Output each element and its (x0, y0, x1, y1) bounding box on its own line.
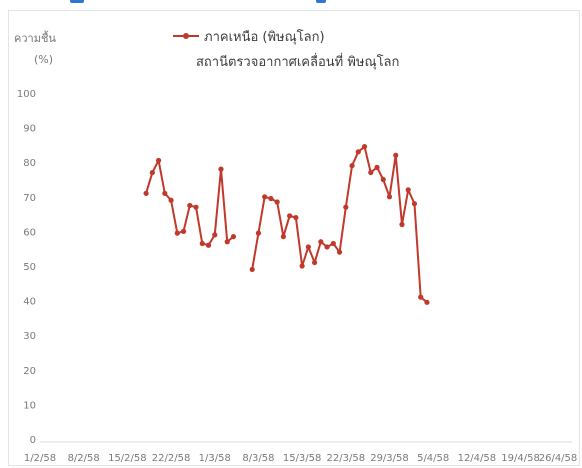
top-strip-fragment-right (316, 0, 326, 3)
data-point (393, 152, 399, 158)
y-tick-label: 0 (30, 435, 36, 446)
x-tick-label: 19/4/58 (501, 453, 540, 464)
top-strip (0, 0, 582, 10)
y-tick-label: 70 (23, 193, 36, 204)
data-point (330, 240, 336, 247)
data-point (280, 233, 286, 240)
x-tick-label: 29/3/58 (370, 453, 409, 464)
legend-series-name: ภาคเหนือ (พิษณุโลก) (204, 29, 325, 45)
data-point (318, 239, 324, 245)
x-tick-label: 8/3/58 (242, 453, 274, 464)
y-tick-label: 100 (17, 89, 36, 100)
data-point (205, 242, 212, 248)
x-tick-label: 5/4/58 (417, 453, 449, 464)
x-tick-label: 22/2/58 (152, 453, 191, 464)
x-tick-label: 1/2/58 (24, 453, 56, 464)
data-point (424, 299, 430, 305)
y-tick-label: 50 (23, 262, 36, 273)
data-point (312, 259, 318, 266)
data-point (268, 195, 274, 202)
data-point (405, 187, 411, 193)
data-point (180, 228, 187, 234)
data-point (218, 166, 224, 172)
y-tick-label: 60 (23, 227, 36, 238)
data-point (361, 144, 368, 150)
data-point (249, 266, 255, 273)
data-point (149, 169, 155, 176)
data-point (255, 230, 262, 236)
legend: ภาคเหนือ (พิษณุโลก) สถานีตรวจอากาศเคลื่อ… (173, 29, 399, 70)
data-point (349, 163, 355, 169)
data-point (199, 240, 205, 247)
data-point (399, 221, 405, 228)
y-tick-label: 80 (23, 158, 36, 169)
chart-container (8, 10, 580, 466)
data-point (305, 244, 311, 250)
data-point (162, 190, 168, 196)
x-tick-label: 15/3/58 (283, 453, 322, 464)
y-axis-label: ความชื้น (%) (14, 30, 56, 66)
data-point (374, 164, 380, 170)
x-tick-label: 8/2/58 (68, 453, 100, 464)
y-axis-label-line2: (%) (34, 53, 53, 66)
data-point (155, 157, 162, 164)
data-point (287, 213, 293, 219)
y-tick-label: 20 (23, 366, 36, 377)
top-strip-fragment-left (70, 0, 84, 3)
data-point (212, 232, 218, 238)
legend-subtitle: สถานีตรวจอากาศเคลื่อนที่ พิษณุโลก (196, 53, 399, 70)
data-point (274, 199, 280, 205)
data-point (293, 214, 299, 221)
series-points (143, 144, 430, 305)
x-tick-label: 26/4/58 (539, 453, 578, 464)
x-tick-label: 22/3/58 (327, 453, 366, 464)
x-tick-label: 12/4/58 (458, 453, 497, 464)
data-point (411, 201, 418, 207)
data-point (224, 239, 230, 245)
data-point (324, 244, 330, 250)
legend-marker-swatch (183, 33, 189, 39)
data-point (343, 204, 349, 210)
data-point (230, 233, 237, 240)
data-point (336, 249, 343, 255)
data-point (386, 194, 393, 200)
data-point (168, 197, 174, 203)
y-tick-label: 90 (23, 124, 36, 135)
x-tick-label: 15/2/58 (108, 453, 147, 464)
x-tick-labels: 1/2/58 8/2/58 15/2/58 22/2/58 1/3/58 8/3/58 15… (24, 453, 577, 464)
data-point (368, 169, 374, 176)
data-point (299, 263, 305, 269)
data-point (355, 149, 361, 155)
y-axis-label-line1: ความชื้น (14, 30, 56, 45)
data-point (143, 190, 149, 196)
series-lines (145, 145, 428, 304)
data-point (262, 194, 268, 200)
data-point (187, 202, 193, 209)
y-tick-label: 40 (23, 297, 36, 308)
y-tick-label: 10 (23, 400, 36, 411)
data-point (174, 230, 180, 236)
y-tick-label: 30 (23, 331, 36, 342)
y-tick-labels: 0 10 20 30 40 50 60 70 80 90 100 (17, 89, 36, 446)
data-point (380, 176, 386, 183)
data-point (418, 294, 424, 300)
data-point (193, 204, 199, 210)
x-tick-label: 1/3/58 (199, 453, 231, 464)
